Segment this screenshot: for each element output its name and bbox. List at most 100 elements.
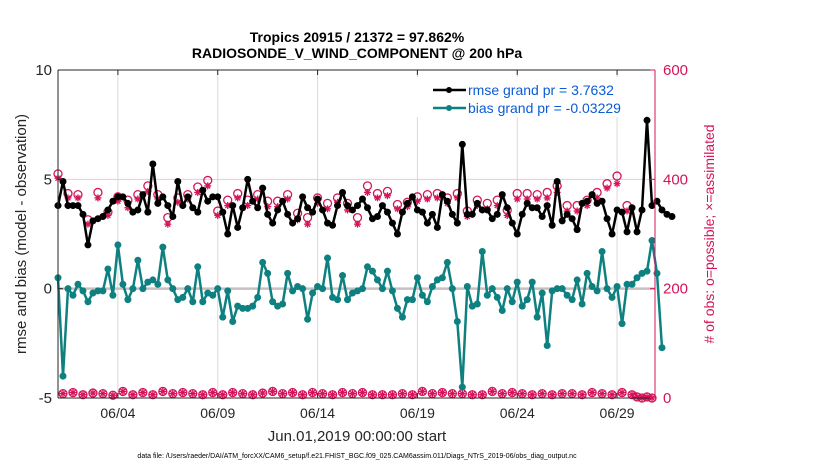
obs-assimilated-marker <box>299 391 307 399</box>
bias-point <box>239 304 247 312</box>
obs-possible-marker <box>297 390 308 400</box>
rmse-point <box>299 193 307 201</box>
obs-assimilated-marker <box>643 393 651 401</box>
rmse-point <box>229 202 237 210</box>
rmse-point <box>358 195 366 203</box>
rmse-point <box>334 202 342 210</box>
bias-point <box>528 278 536 286</box>
rmse-point <box>508 219 516 227</box>
bias-point <box>179 293 187 301</box>
obs-possible-marker <box>547 390 557 400</box>
bias-point <box>259 258 267 266</box>
rmse-point <box>473 199 481 207</box>
y-tick-label-left: 10 <box>35 62 52 79</box>
rmse-point <box>383 208 391 216</box>
rmse-point <box>633 228 641 236</box>
rmse-point <box>319 206 327 214</box>
bias-point <box>378 285 386 293</box>
rmse-point <box>139 191 147 199</box>
obs-assimilated-marker <box>448 390 456 398</box>
rmse-point <box>483 206 491 214</box>
rmse-point <box>488 215 496 223</box>
obs-possible-marker <box>357 387 368 398</box>
obs-possible-marker <box>467 390 477 400</box>
rmse-point <box>144 208 152 216</box>
bias-point <box>249 302 257 310</box>
obs-possible-marker <box>178 387 188 398</box>
rmse-point <box>74 202 82 210</box>
bias-point <box>603 285 611 293</box>
bias-point <box>388 287 396 295</box>
y-tick-label-left: -5 <box>39 390 52 407</box>
obs-assimilated-marker <box>69 389 77 397</box>
obs-possible-marker <box>68 387 78 398</box>
x-tick-label: 06/04 <box>100 405 135 421</box>
bias-point <box>129 285 137 293</box>
obs-possible-marker <box>617 387 627 398</box>
rmse-point <box>463 210 471 218</box>
obs-assimilated-marker <box>189 390 197 398</box>
rmse-point <box>438 191 446 199</box>
obs-possible-marker <box>587 387 597 398</box>
rmse-point <box>543 202 551 210</box>
bias-point <box>498 307 506 315</box>
bias-point <box>264 269 272 277</box>
obs-possible-marker <box>487 386 497 397</box>
rmse-point <box>478 206 486 214</box>
obs-assimilated-marker <box>423 195 431 203</box>
rmse-point <box>164 202 172 210</box>
x-axis-label: Jun.01,2019 00:00:00 start <box>268 428 447 445</box>
bias-point <box>418 291 426 299</box>
bias-point <box>598 247 606 255</box>
bias-point <box>64 285 72 293</box>
bias-point <box>458 383 466 391</box>
bias-point <box>373 276 381 284</box>
obs-assimilated-marker <box>408 391 416 399</box>
rmse-point <box>553 178 561 186</box>
obs-assimilated-marker <box>319 390 327 398</box>
rmse-point <box>648 202 656 210</box>
rmse-point <box>69 202 77 210</box>
bias-point <box>84 298 92 306</box>
bias-point <box>483 291 491 299</box>
obs-possible-marker <box>507 387 517 398</box>
obs-assimilated-marker <box>234 194 242 202</box>
legend: rmse grand pr = 3.7632 bias grand pr = -… <box>413 77 643 117</box>
obs-assimilated-marker <box>398 390 406 398</box>
rmse-point <box>234 223 242 231</box>
obs-assimilated-marker <box>488 387 496 395</box>
obs-assimilated-marker <box>109 391 117 399</box>
axis-ticks: 06/04 06/09 06/14 06/19 06/24 06/29 -5 0 5 10 0 200… <box>35 62 688 421</box>
obs-assimilated-marker <box>249 391 257 399</box>
rmse-point <box>339 188 347 196</box>
rmse-point <box>294 215 302 223</box>
bias-point <box>408 296 416 304</box>
obs-assimilated-marker <box>378 391 386 399</box>
bias-point <box>109 291 117 299</box>
y-tick-label-right: 200 <box>663 281 688 298</box>
obs-assimilated-marker <box>89 389 97 397</box>
obs-assimilated-marker <box>199 391 207 399</box>
bias-point <box>219 313 227 321</box>
obs-assimilated-marker <box>543 194 551 202</box>
obs-assimilated-marker <box>458 390 466 398</box>
bias-point <box>543 342 551 350</box>
obs-assimilated-marker <box>239 390 247 398</box>
obs-assimilated-marker <box>433 194 441 202</box>
bias-point <box>533 313 541 321</box>
rmse-point <box>408 193 416 201</box>
rmse-point <box>533 204 541 212</box>
chart-subtitle: RADIOSONDE_V_WIND_COMPONENT @ 200 hPa <box>192 45 522 61</box>
y-tick-label-right: 0 <box>663 390 671 407</box>
obs-possible-marker <box>198 390 208 400</box>
obs-assimilated-marker <box>528 391 536 399</box>
obs-assimilated-marker <box>139 389 147 397</box>
obs-possible-marker <box>287 387 298 398</box>
bias-point <box>299 285 307 293</box>
bias-point <box>593 287 601 295</box>
rmse-point <box>573 226 581 234</box>
rmse-point <box>353 202 361 210</box>
obs-possible-marker <box>417 386 428 397</box>
plot-area <box>58 70 655 398</box>
